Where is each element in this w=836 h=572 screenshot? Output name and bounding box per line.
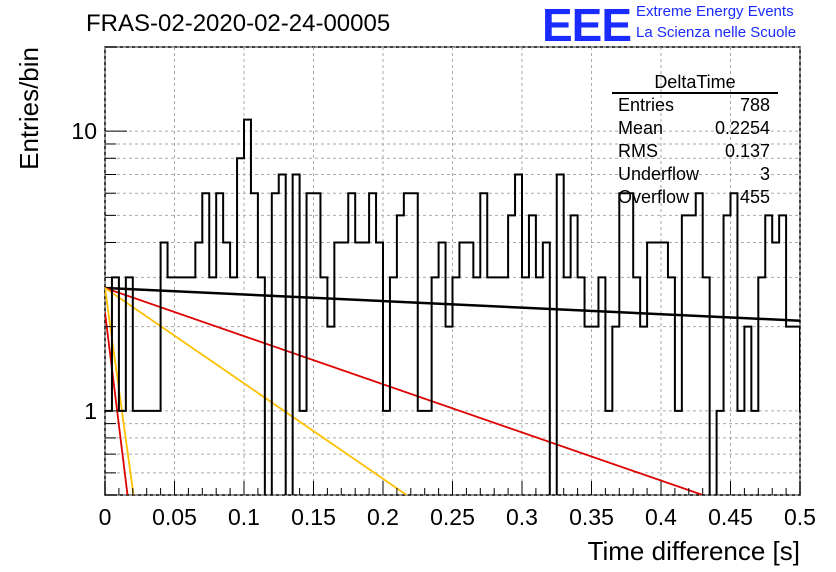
grid-lines: [104, 46, 801, 496]
stats-row-entries: Entries 788: [612, 94, 778, 117]
stats-rows: Entries 788 Mean 0.2254 RMS 0.137 Underflow 3 Ov…: [612, 94, 778, 209]
stats-label: Mean: [618, 118, 664, 138]
stats-label: Underflow: [618, 164, 700, 184]
x-tick-label: 0.15: [291, 504, 336, 530]
stats-value: 3: [759, 164, 770, 184]
stats-row-mean: Mean 0.2254: [612, 117, 778, 140]
y-tick-label: 10: [71, 118, 97, 144]
x-tick-label: 0.4: [645, 504, 677, 530]
x-axis-label: Time difference [s]: [588, 536, 800, 566]
stats-row-rms: RMS 0.137: [612, 140, 778, 163]
stats-label: Entries: [618, 95, 675, 115]
histogram-series: [105, 118, 800, 495]
stats-row-overflow: Overflow 455: [612, 186, 778, 209]
stats-value: 455: [739, 187, 770, 207]
fit-line: [105, 287, 408, 495]
x-tick-label: 0: [99, 504, 112, 530]
eee-logo: EEE: [542, 0, 632, 51]
stats-box-title: DeltaTime: [612, 72, 778, 94]
logo-line-1: Extreme Energy Events: [636, 3, 794, 20]
x-tick-label: 0.3: [506, 504, 538, 530]
y-axis-label: Entries/bin: [14, 47, 44, 170]
axis-ticks: 0 0.05 0.1 0.15 0.2 0.25 0.3 0.35 0.4 0.45 0.5 1 10: [71, 46, 816, 530]
stats-value: 788: [739, 95, 770, 115]
logo-line-2: La Scienza nelle Scuole: [636, 24, 797, 41]
y-tick-label: 1: [84, 398, 97, 424]
x-tick-label: 0.05: [152, 504, 197, 530]
fit-line: [105, 287, 703, 495]
stats-value: 0.137: [724, 141, 770, 161]
x-tick-label: 0.45: [708, 504, 753, 530]
x-tick-label: 0.2: [367, 504, 399, 530]
x-tick-label: 0.25: [430, 504, 475, 530]
chart-title: FRAS-02-2020-02-24-00005: [86, 10, 391, 37]
x-tick-label: 0.1: [228, 504, 260, 530]
stats-label: Overflow: [618, 187, 690, 207]
stats-row-underflow: Underflow 3: [612, 163, 778, 186]
x-tick-label: 0.35: [569, 504, 614, 530]
x-tick-label: 0.5: [784, 504, 816, 530]
fit-line: [105, 312, 129, 495]
stats-box: DeltaTime Entries 788 Mean 0.2254 RMS 0.137 Un…: [612, 72, 778, 209]
stats-label: RMS: [618, 141, 658, 161]
stats-value: 0.2254: [714, 118, 770, 138]
